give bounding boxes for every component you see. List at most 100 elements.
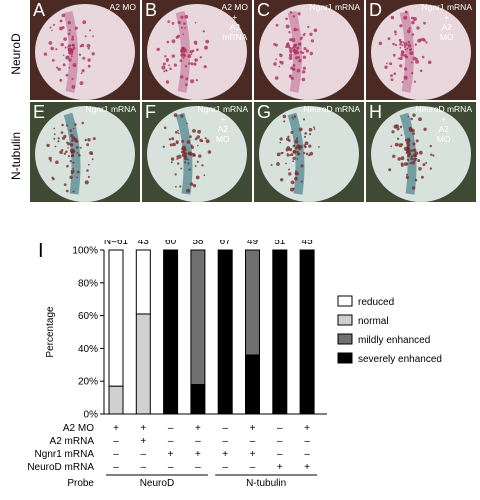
legend-label: reduced bbox=[358, 297, 394, 308]
condition-mark: + bbox=[222, 449, 228, 460]
condition-mark: – bbox=[168, 462, 174, 473]
panel-letter: F bbox=[145, 102, 156, 122]
condition-mark: – bbox=[113, 462, 119, 473]
condition-mark: + bbox=[304, 423, 310, 434]
panel-letter: E bbox=[33, 102, 46, 122]
bar-segment-normal bbox=[135, 313, 151, 415]
n-label: N=61 bbox=[104, 240, 129, 247]
condition-mark: – bbox=[168, 423, 174, 434]
bar-segment-mildly-enhanced bbox=[190, 249, 206, 385]
condition-mark: + bbox=[140, 423, 146, 434]
condition-mark: + bbox=[304, 462, 310, 473]
bar-segment-reduced bbox=[108, 249, 124, 387]
y-tick-label: 40% bbox=[78, 344, 98, 355]
panel-letter: H bbox=[369, 102, 382, 122]
legend-swatch bbox=[337, 333, 353, 345]
legend-swatch bbox=[337, 295, 353, 307]
condition-mark: – bbox=[222, 462, 228, 473]
legend-swatch bbox=[337, 352, 353, 364]
condition-mark: – bbox=[277, 449, 283, 460]
bar-segment-normal bbox=[108, 385, 124, 415]
y-tick-label: 60% bbox=[78, 311, 98, 322]
bar-segment-severely-enhanced bbox=[245, 354, 260, 415]
condition-mark: – bbox=[222, 436, 228, 447]
condition-mark: + bbox=[195, 423, 201, 434]
bar-segment-severely-enhanced bbox=[272, 249, 288, 415]
embryo-panel-c: C Ngnr1 mRNA bbox=[254, 0, 364, 100]
embryo-image bbox=[30, 0, 140, 100]
condition-mark: + bbox=[250, 423, 256, 434]
condition-mark: – bbox=[113, 436, 119, 447]
embryo-image bbox=[254, 0, 364, 100]
condition-mark: – bbox=[222, 423, 228, 434]
n-label: 58 bbox=[192, 240, 204, 247]
embryo-panel-d: D Ngnr1 mRNA + A2 MO bbox=[366, 0, 476, 100]
panel-caption: Ngnr1 mRNA bbox=[309, 2, 360, 12]
condition-mark: – bbox=[113, 449, 119, 460]
legend-label: severely enhanced bbox=[358, 354, 442, 365]
condition-mark: – bbox=[304, 449, 310, 460]
panel-letter: C bbox=[257, 0, 270, 20]
condition-mark: + bbox=[195, 449, 201, 460]
panel-caption: A2 MO bbox=[109, 2, 136, 12]
n-label: 45 bbox=[302, 240, 314, 247]
bar-segment-mildly-enhanced bbox=[245, 249, 260, 356]
bar-segment-severely-enhanced bbox=[217, 249, 233, 415]
panel-letter: A bbox=[33, 0, 46, 20]
embryo-panel-h: H NeuroD mRNA + A2 MO bbox=[366, 102, 476, 202]
n-label: 43 bbox=[138, 240, 150, 247]
condition-mark: – bbox=[277, 436, 283, 447]
panel-letter: B bbox=[145, 0, 158, 20]
y-tick-label: 20% bbox=[78, 377, 98, 388]
panel-caption: NeuroD mRNA bbox=[303, 104, 360, 114]
row-label-ntubulin: N-tubulin bbox=[9, 131, 23, 181]
n-label: 49 bbox=[247, 240, 259, 247]
y-axis-label: Percentage bbox=[45, 306, 56, 358]
bar-segment-reduced bbox=[135, 249, 151, 315]
panel-caption: NeuroD mRNA + A2 MO bbox=[415, 104, 472, 144]
bar-segment-severely-enhanced bbox=[299, 249, 315, 415]
condition-mark: – bbox=[195, 462, 201, 473]
bar-segment-severely-enhanced bbox=[190, 383, 206, 415]
condition-mark: – bbox=[250, 462, 256, 473]
row-label-neurod: NeuroD bbox=[9, 33, 23, 75]
probe-group-label: N-tubulin bbox=[246, 478, 286, 489]
panel-letter-i: I bbox=[38, 240, 44, 262]
embryo-image bbox=[142, 0, 252, 100]
condition-mark: – bbox=[141, 462, 147, 473]
embryo-image bbox=[142, 102, 252, 202]
condition-mark: + bbox=[140, 436, 146, 447]
embryo-image bbox=[366, 102, 476, 202]
condition-mark: – bbox=[277, 423, 283, 434]
condition-label: A2 mRNA bbox=[50, 436, 95, 447]
embryo-panel-b: B A2 MO + A2 mRNA bbox=[142, 0, 252, 100]
y-tick-label: 0% bbox=[84, 410, 99, 421]
panel-caption: Ngnr1 mRNA + A2 MO bbox=[421, 2, 472, 42]
condition-label: NeuroD mRNA bbox=[27, 462, 94, 473]
condition-label: Ngnr1 mRNA bbox=[35, 449, 95, 460]
embryo-image bbox=[254, 102, 364, 202]
embryo-image bbox=[30, 102, 140, 202]
embryo-panel-f: F Ngnr1 mRNA + A2 MO bbox=[142, 102, 252, 202]
condition-mark: – bbox=[168, 436, 174, 447]
condition-label: A2 MO bbox=[63, 423, 94, 434]
condition-mark: + bbox=[250, 449, 256, 460]
condition-mark: – bbox=[304, 436, 310, 447]
panel-letter: G bbox=[257, 102, 272, 122]
condition-mark: – bbox=[141, 449, 147, 460]
n-label: 60 bbox=[165, 240, 177, 247]
y-tick-label: 80% bbox=[78, 278, 98, 289]
embryo-image bbox=[366, 0, 476, 100]
condition-mark: + bbox=[277, 462, 283, 473]
legend-label: normal bbox=[358, 316, 389, 327]
percentage-chart: I 0% 20% 40% 60% 80% 100% Percentage N=61 43 60 58 6… bbox=[27, 240, 442, 489]
n-label: 51 bbox=[274, 240, 286, 247]
embryo-panel-g: G NeuroD mRNA bbox=[254, 102, 364, 202]
panel-letter: D bbox=[369, 0, 382, 20]
condition-mark: + bbox=[113, 423, 119, 434]
legend-swatch bbox=[337, 314, 353, 326]
condition-mark: + bbox=[168, 449, 174, 460]
panel-caption: Ngnr1 mRNA bbox=[85, 104, 136, 114]
probe-label: Probe bbox=[67, 478, 94, 489]
n-label: 67 bbox=[220, 240, 232, 247]
